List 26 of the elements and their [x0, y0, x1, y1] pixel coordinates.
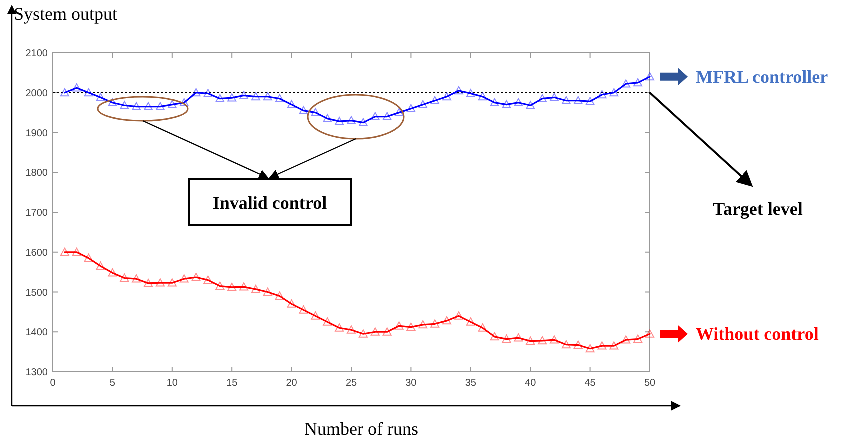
y-tick-label: 1600 — [26, 248, 48, 259]
annotation: Invalid control — [212, 193, 328, 213]
y-tick-label: 1400 — [26, 328, 48, 339]
x-tick-label: 0 — [50, 378, 56, 389]
x-tick-label: 35 — [465, 378, 477, 389]
y-tick-label: 1800 — [26, 168, 48, 180]
x-tick-label: 25 — [346, 378, 358, 389]
x-tick-label: 40 — [525, 378, 537, 389]
x-tick-label: 5 — [110, 378, 116, 389]
x-tick-label: 30 — [406, 378, 418, 389]
y-tick-label: 1900 — [26, 128, 48, 140]
ref-line-label: Target level — [713, 199, 803, 219]
y-tick-label: 2000 — [26, 88, 48, 100]
x-tick-label: 10 — [166, 378, 178, 389]
text: MFRL controller — [696, 66, 828, 87]
x-tick-label: 15 — [226, 378, 238, 389]
y-tick-label: 2100 — [26, 48, 48, 60]
x-tick-label: 45 — [584, 378, 596, 389]
y-axis-title: System output — [14, 4, 118, 24]
x-axis-title: Number of runs — [304, 419, 418, 439]
x-tick-label: 20 — [286, 378, 298, 389]
y-tick-label: 1700 — [26, 208, 48, 219]
y-tick-label: 1500 — [26, 288, 48, 299]
x-tick-label: 50 — [644, 378, 656, 389]
y-tick-label: 1300 — [26, 368, 48, 378]
legend-label: Without control — [696, 324, 819, 344]
